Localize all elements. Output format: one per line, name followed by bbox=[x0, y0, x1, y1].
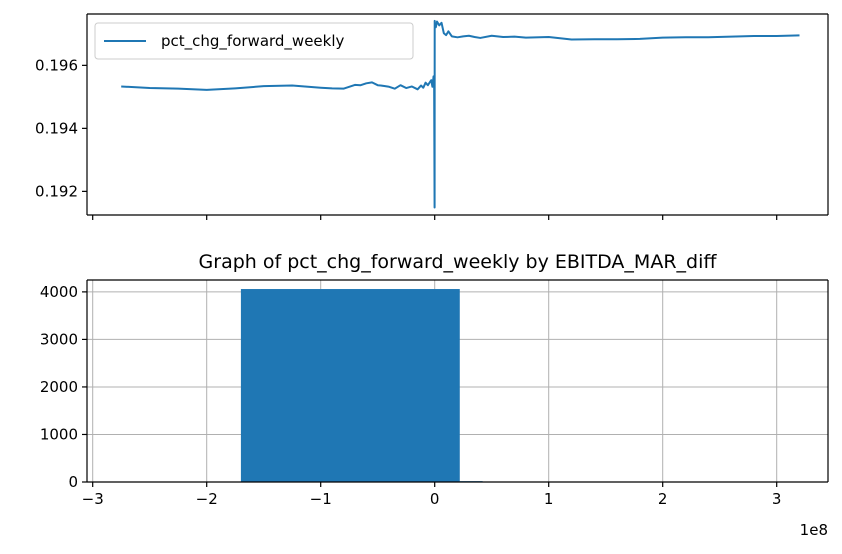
bottom-x-tick-label: 3 bbox=[772, 490, 782, 508]
bottom-y-ticks: 0 1000 2000 3000 4000 bbox=[40, 283, 87, 491]
bottom-x-tick-label: −3 bbox=[82, 490, 104, 508]
legend-label: pct_chg_forward_weekly bbox=[161, 32, 345, 51]
bottom-y-tick-label: 3000 bbox=[40, 330, 78, 348]
bottom-x-tick-label: 2 bbox=[658, 490, 668, 508]
top-y-tick-label: 0.192 bbox=[35, 182, 78, 200]
histogram-bar bbox=[240, 289, 460, 482]
chart-title: Graph of pct_chg_forward_weekly by EBITD… bbox=[199, 251, 718, 273]
histogram-subplot: Graph of pct_chg_forward_weekly by EBITD… bbox=[40, 251, 829, 539]
histogram-bars bbox=[240, 289, 483, 482]
top-y-ticks: 0.192 0.194 0.196 bbox=[35, 56, 87, 200]
line-subplot: 0.192 0.194 0.196 pct_chg_forward_weekly bbox=[35, 13, 829, 220]
legend-box bbox=[94, 22, 414, 60]
bottom-y-tick-label: 1000 bbox=[40, 425, 78, 443]
bottom-y-tick-label: 2000 bbox=[40, 378, 78, 396]
bottom-y-tick-label: 0 bbox=[68, 473, 78, 491]
bottom-y-tick-label: 4000 bbox=[40, 283, 78, 301]
top-x-ticks bbox=[92, 215, 778, 220]
series-line-pct-chg-forward-weekly bbox=[121, 19, 800, 209]
bottom-x-tick-label: −1 bbox=[310, 490, 332, 508]
legend: pct_chg_forward_weekly bbox=[94, 22, 414, 60]
bottom-x-tick-label: −2 bbox=[196, 490, 218, 508]
bottom-x-tick-label: 0 bbox=[430, 490, 440, 508]
top-y-tick-label: 0.194 bbox=[35, 119, 78, 137]
x-axis-offset-label: 1e8 bbox=[800, 521, 828, 539]
bottom-x-ticks: −3 −2 −1 0 1 2 3 bbox=[82, 482, 782, 508]
top-y-tick-label: 0.196 bbox=[35, 56, 78, 74]
bottom-x-tick-label: 1 bbox=[544, 490, 554, 508]
